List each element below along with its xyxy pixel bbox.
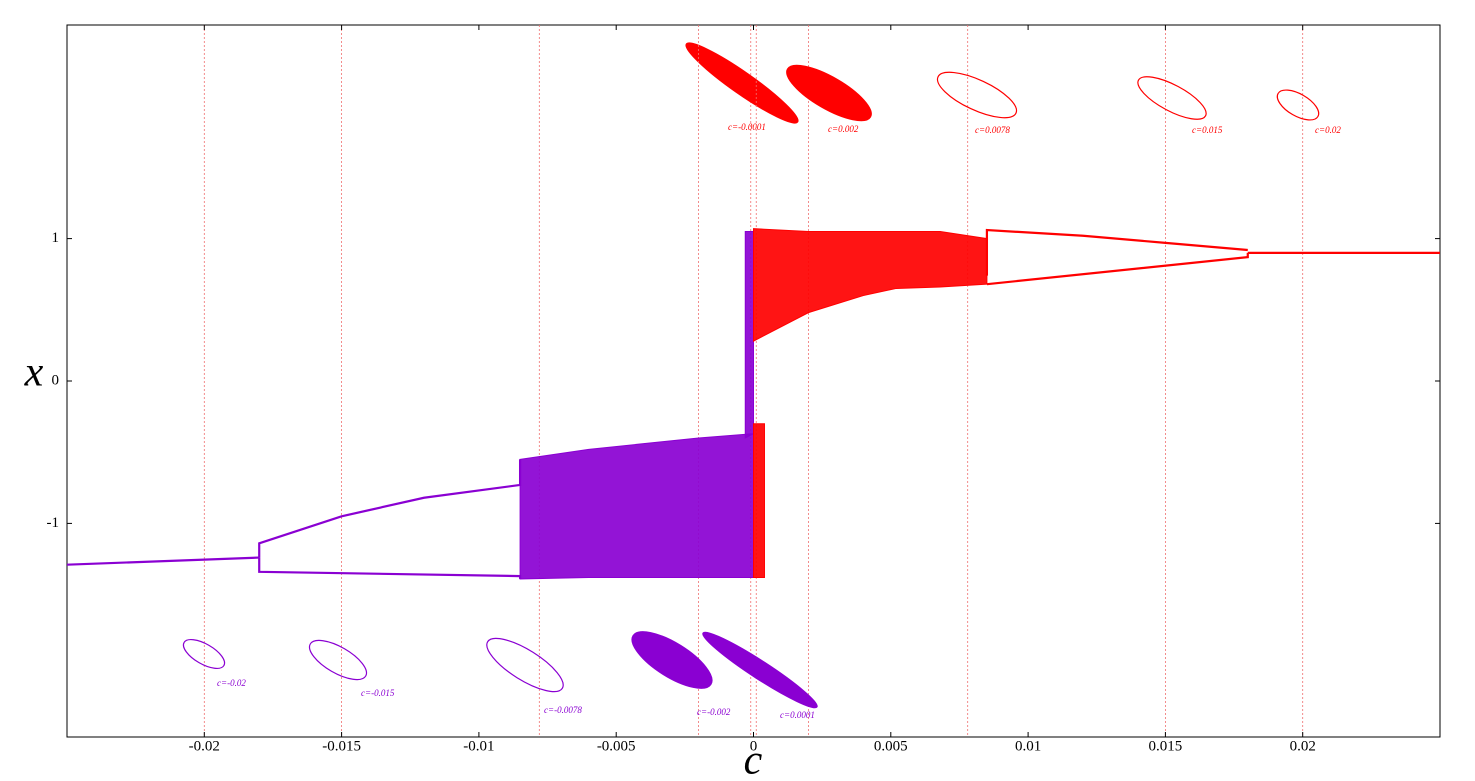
annotation-label: c=0.015 xyxy=(1192,125,1223,135)
x-tick-label: 0.005 xyxy=(874,738,908,754)
annotation-label: c=0.002 xyxy=(828,124,859,134)
x-tick-label: -0.005 xyxy=(597,738,636,754)
inset-attractor xyxy=(1137,76,1207,120)
annotation-label: c=-0.02 xyxy=(217,678,246,688)
y-tick-label: -1 xyxy=(47,515,60,531)
inset-attractor xyxy=(702,631,818,709)
inset-attractor xyxy=(685,42,799,124)
y-axis-label: x xyxy=(24,350,44,396)
annotation-label: c=0.0001 xyxy=(780,710,815,720)
inset-attractor xyxy=(786,64,872,122)
y-tick-label: 0 xyxy=(52,372,60,388)
branch-line xyxy=(66,556,260,566)
inset-attractor xyxy=(936,71,1018,119)
branch-line xyxy=(258,557,522,579)
annotation-label: c=-0.002 xyxy=(697,707,731,717)
chaotic-band xyxy=(744,230,754,439)
x-tick-label: -0.01 xyxy=(463,738,494,754)
x-tick-label: -0.015 xyxy=(322,738,361,754)
x-tick-label: 0.01 xyxy=(1015,738,1041,754)
branch-line xyxy=(258,459,522,558)
x-tick-label: 0 xyxy=(750,738,758,754)
chaotic-band xyxy=(519,433,754,580)
inset-attractor xyxy=(486,637,564,693)
x-tick-label: 0.015 xyxy=(1149,738,1183,754)
annotation-label: c=-0.0078 xyxy=(544,705,582,715)
chaotic-band xyxy=(753,228,988,342)
chaotic-band xyxy=(753,423,765,579)
inset-attractor xyxy=(1276,89,1320,121)
annotation-label: c=-0.0001 xyxy=(728,122,766,132)
annotation-label: c=-0.015 xyxy=(361,688,395,698)
y-tick-label: 1 xyxy=(52,230,60,246)
annotation-label: c=0.0078 xyxy=(975,125,1010,135)
inset-attractor xyxy=(182,639,226,669)
branch-line xyxy=(985,228,1248,276)
x-tick-label: 0.02 xyxy=(1290,738,1316,754)
branch-line xyxy=(986,252,1249,286)
x-axis-label: c xyxy=(744,738,763,781)
annotation-label: c=0.02 xyxy=(1315,125,1341,135)
inset-attractor xyxy=(308,639,368,681)
inset-attractor xyxy=(631,631,713,689)
x-tick-label: -0.02 xyxy=(189,738,220,754)
